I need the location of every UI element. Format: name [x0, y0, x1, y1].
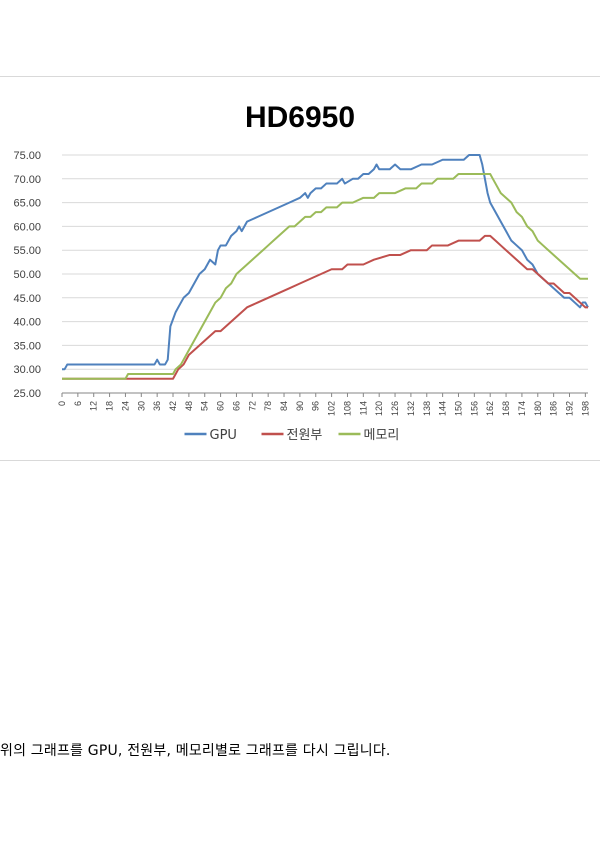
x-tick-label: 24: [120, 401, 130, 411]
x-tick-label: 0: [57, 401, 67, 406]
y-tick-label: 75.00: [13, 150, 41, 162]
x-tick-label: 108: [342, 401, 352, 416]
x-tick-label: 174: [517, 401, 527, 416]
series-lines: [62, 154, 589, 380]
grid: [62, 154, 588, 394]
x-tick-label: 126: [390, 401, 400, 416]
y-tick-label: 30.00: [13, 364, 41, 376]
x-tick-label: 90: [295, 401, 305, 411]
x-tick-label: 144: [438, 401, 448, 416]
y-axis-ticks: 25.00 30.00 35.00 40.00 45.00 50.00 55.00 60.00…: [13, 150, 41, 400]
x-tick-label: 36: [152, 401, 162, 411]
x-tick-label: 48: [184, 401, 194, 411]
y-tick-label: 50.00: [13, 269, 41, 281]
legend: GPU 전원부 메모리: [184, 428, 400, 443]
legend-label: GPU: [210, 428, 237, 443]
series-line-메모리: [62, 173, 588, 380]
x-tick-label: 60: [216, 401, 226, 411]
x-tick-label: 132: [406, 401, 416, 416]
legend-label: 전원부: [287, 428, 323, 443]
x-tick-label: 162: [485, 401, 495, 416]
y-tick-label: 25.00: [13, 388, 41, 400]
x-tick-label: 12: [89, 401, 99, 411]
x-tick-label: 114: [358, 401, 368, 415]
y-tick-label: 70.00: [13, 174, 41, 186]
x-tick-label: 84: [279, 401, 289, 411]
y-tick-label: 40.00: [13, 317, 41, 329]
x-tick-label: 180: [533, 401, 543, 416]
x-tick-label: 42: [168, 401, 178, 411]
x-tick-label: 138: [422, 401, 432, 416]
x-tick-label: 18: [105, 401, 115, 411]
x-tick-label: 186: [549, 401, 559, 416]
y-tick-label: 35.00: [13, 340, 41, 352]
series-line-전원부: [62, 234, 588, 380]
x-tick-label: 72: [247, 401, 257, 411]
x-tick-label: 192: [564, 401, 574, 416]
y-tick-label: 45.00: [13, 293, 41, 305]
x-axis-ticks: 0 6 12 18 24 30 36 42 48 54 60 66 72 78 84 90 96 102 108 11…: [57, 393, 590, 416]
caption-text: 위의 그래프를 GPU, 전원부, 메모리별로 그래프를 다시 그립니다.: [0, 743, 391, 759]
y-tick-label: 60.00: [13, 221, 41, 233]
chart-container: HD6950 25.00 30.00 35.00 40.00 45.00 50.00 55.…: [0, 76, 600, 461]
y-tick-label: 55.00: [13, 245, 41, 257]
x-tick-label: 54: [200, 401, 210, 411]
x-tick-label: 168: [501, 401, 511, 416]
series-line-GPU: [62, 154, 589, 371]
x-tick-label: 120: [374, 401, 384, 416]
y-tick-label: 65.00: [13, 198, 41, 210]
x-tick-label: 96: [311, 401, 321, 411]
x-tick-label: 150: [453, 401, 463, 416]
x-tick-label: 156: [469, 401, 479, 416]
x-tick-label: 6: [73, 401, 83, 406]
chart-title: HD6950: [245, 101, 355, 134]
line-chart: HD6950 25.00 30.00 35.00 40.00 45.00 50.00 55.…: [13, 101, 590, 443]
legend-label: 메모리: [364, 428, 400, 443]
x-tick-label: 66: [231, 401, 241, 411]
x-tick-label: 198: [580, 401, 590, 416]
x-tick-label: 30: [136, 401, 146, 411]
x-tick-label: 78: [263, 401, 273, 411]
x-tick-label: 102: [327, 401, 337, 416]
